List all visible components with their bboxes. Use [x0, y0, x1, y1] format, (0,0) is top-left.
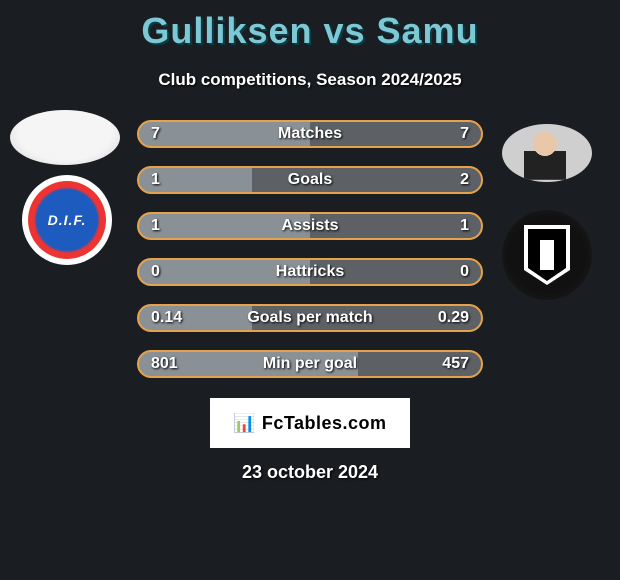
player-left-avatar [10, 110, 120, 165]
stat-label: Goals [288, 171, 332, 189]
stat-left-value: 801 [151, 355, 178, 373]
brand-badge: 📊 FcTables.com [210, 398, 410, 448]
stat-row: 1 Goals 2 [137, 166, 483, 194]
date-text: 23 october 2024 [0, 462, 620, 483]
dif-badge-text: D.I.F. [48, 212, 87, 228]
stat-label: Goals per match [247, 309, 372, 327]
comparison-title: Gulliksen vs Samu [0, 0, 620, 52]
stat-label: Assists [282, 217, 339, 235]
stat-label: Hattricks [276, 263, 344, 281]
stat-left-value: 0.14 [151, 309, 182, 327]
brand-text: FcTables.com [262, 413, 387, 434]
stat-left-value: 1 [151, 217, 160, 235]
stat-right-value: 7 [460, 125, 469, 143]
stat-label: Min per goal [263, 355, 357, 373]
chart-icon: 📊 [233, 413, 255, 434]
stat-row: 801 Min per goal 457 [137, 350, 483, 378]
player-right-avatar [502, 124, 592, 182]
stat-left-value: 0 [151, 263, 160, 281]
stat-row: 0.14 Goals per match 0.29 [137, 304, 483, 332]
player-left-club-badge: D.I.F. [22, 175, 112, 265]
stat-right-value: 2 [460, 171, 469, 189]
stat-row: 1 Assists 1 [137, 212, 483, 240]
stat-label: Matches [278, 125, 342, 143]
stat-right-value: 1 [460, 217, 469, 235]
stat-left-value: 1 [151, 171, 160, 189]
stat-right-value: 0 [460, 263, 469, 281]
comparison-subtitle: Club competitions, Season 2024/2025 [0, 70, 620, 90]
stat-left-value: 7 [151, 125, 160, 143]
stat-row: 7 Matches 7 [137, 120, 483, 148]
stat-row: 0 Hattricks 0 [137, 258, 483, 286]
stat-right-value: 0.29 [438, 309, 469, 327]
player-right-club-badge [502, 210, 592, 300]
stat-right-value: 457 [442, 355, 469, 373]
